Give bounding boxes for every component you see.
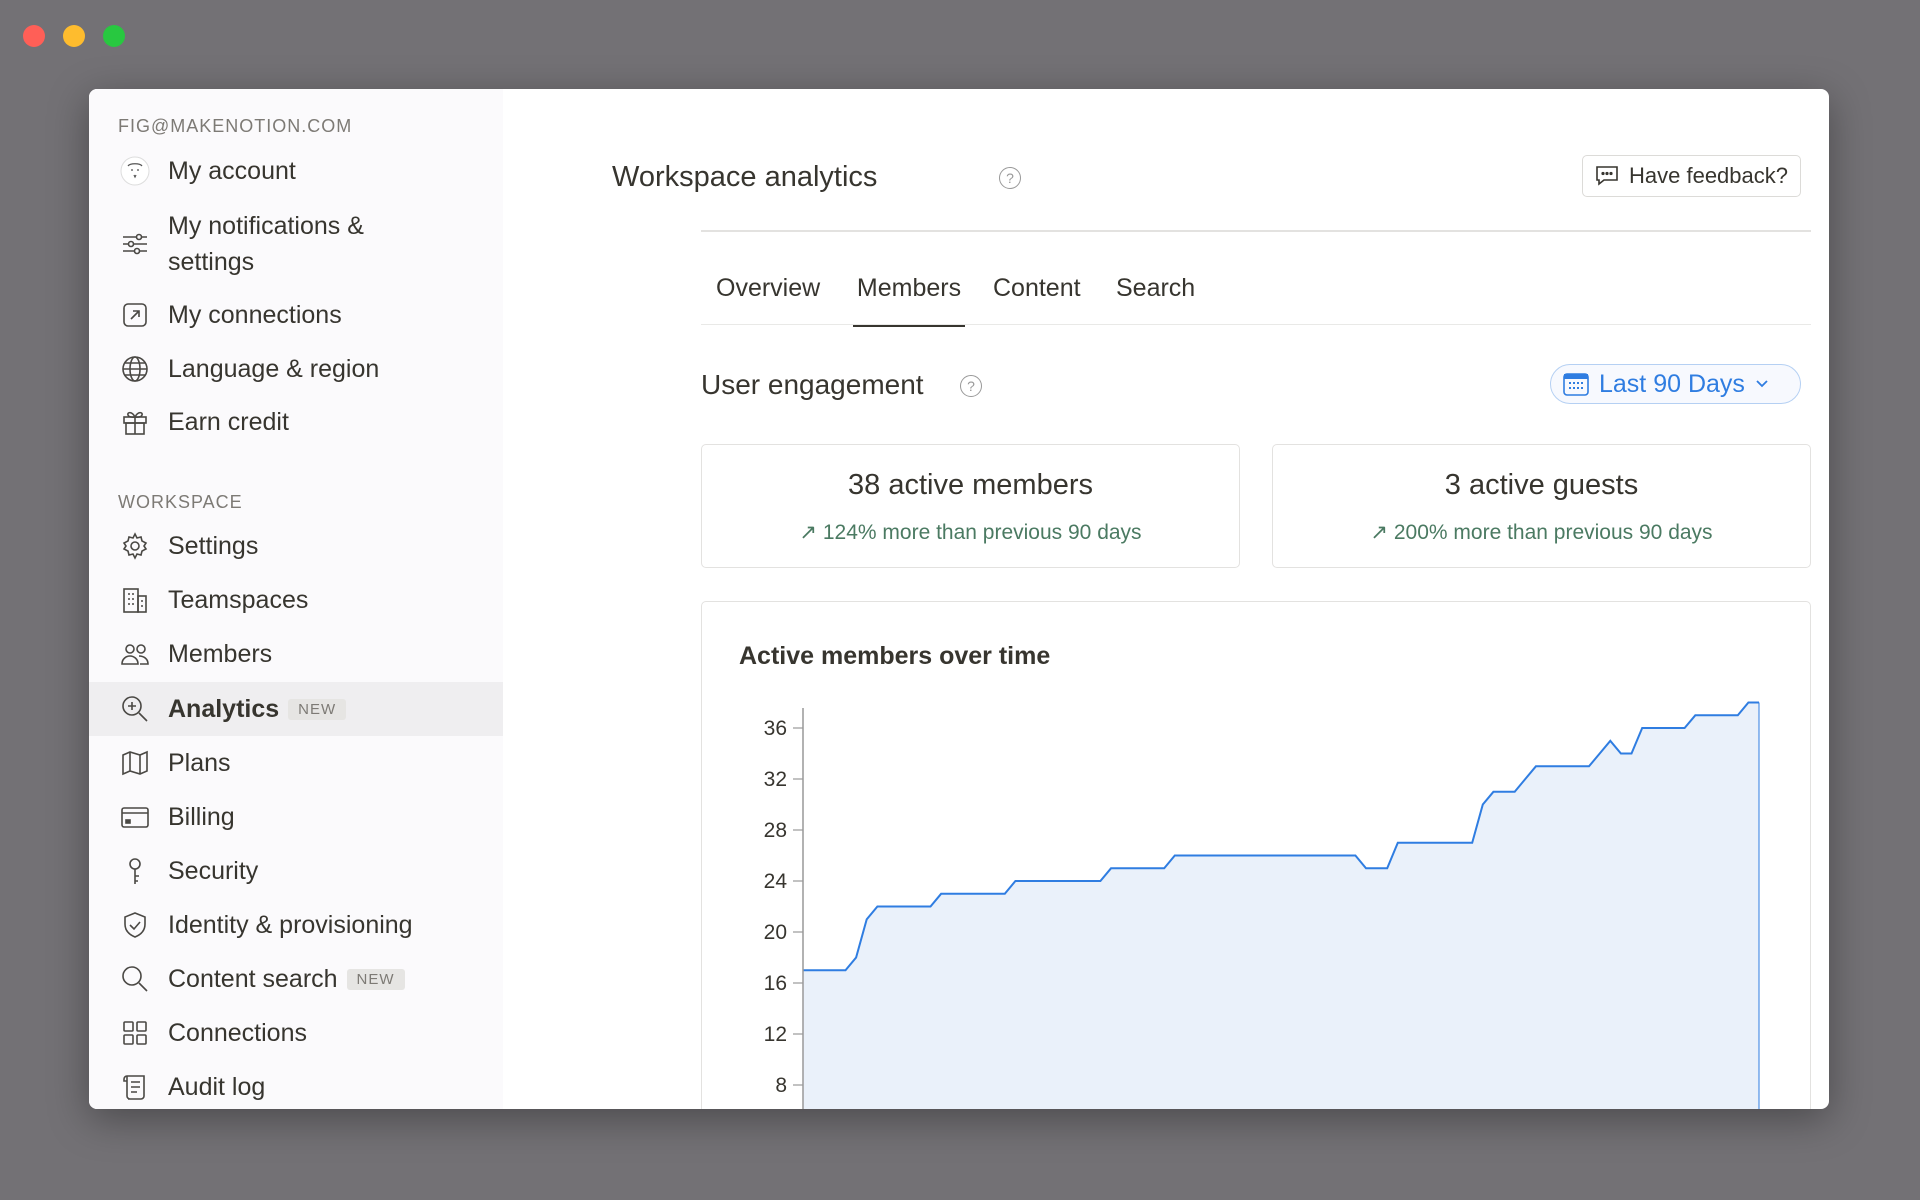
sidebar-item-language-region[interactable]: Language & region <box>89 342 503 396</box>
feedback-button[interactable]: Have feedback? <box>1582 155 1801 197</box>
workspace-heading: WORKSPACE <box>118 492 243 512</box>
help-icon[interactable]: ? <box>960 375 982 397</box>
arrow-up-right-icon: ↗ <box>799 521 823 544</box>
credit-card-icon <box>118 800 152 834</box>
chevron-down-icon <box>1756 380 1768 388</box>
page-title: Workspace analytics <box>612 161 878 193</box>
sidebar-item-billing[interactable]: Billing <box>89 790 503 844</box>
sidebar-item-teamspaces[interactable]: Teamspaces <box>89 573 503 627</box>
sidebar-item-label: Billing <box>168 802 235 831</box>
sidebar-item-identity-provisioning[interactable]: Identity & provisioning <box>89 898 503 952</box>
chart-card: Active members over time 8 12 16 20 24 28 32 36 <box>701 601 1811 1109</box>
sidebar-item-my-notifications-settings[interactable]: My notifications & settings <box>89 204 503 284</box>
scroll-icon <box>118 1070 152 1104</box>
tab-search[interactable]: Search <box>1116 274 1196 302</box>
sidebar: FIG@MAKENOTION.COM My account My notifica… <box>89 89 503 1109</box>
tab-bar-border <box>701 324 1811 325</box>
y-tick-label: 32 <box>764 768 787 791</box>
sidebar-item-analytics[interactable]: Analytics NEW <box>89 682 503 736</box>
key-icon <box>118 854 152 888</box>
map-icon <box>118 746 152 780</box>
sidebar-item-label: Teamspaces <box>168 585 309 614</box>
date-range-dropdown[interactable]: Last 90 Days <box>1550 364 1801 404</box>
sidebar-item-label: My account <box>168 156 296 185</box>
grid-icon <box>118 1016 152 1050</box>
sidebar-item-label: Content search <box>168 964 338 993</box>
y-tick-label: 8 <box>775 1074 787 1097</box>
sidebar-item-label: Language & region <box>168 354 380 383</box>
new-badge: NEW <box>346 968 405 990</box>
gear-icon <box>118 529 152 563</box>
y-tick-label: 20 <box>764 921 787 944</box>
y-tick-label: 28 <box>764 819 787 842</box>
active-members-chart: 8 12 16 20 24 28 32 36 <box>764 701 1760 1109</box>
sidebar-item-content-search[interactable]: Content search NEW <box>89 952 503 1006</box>
tab-content[interactable]: Content <box>993 274 1081 302</box>
y-tick-label: 12 <box>764 1023 787 1046</box>
shield-icon <box>118 908 152 942</box>
sidebar-item-security[interactable]: Security <box>89 844 503 898</box>
active-guests-card: 3 active guests ↗ 200% more than previou… <box>1272 444 1811 568</box>
chat-icon <box>1596 166 1618 186</box>
sidebar-item-label: Connections <box>168 1018 307 1047</box>
gift-icon <box>118 405 152 439</box>
sidebar-item-my-connections[interactable]: My connections <box>89 288 503 342</box>
avatar <box>118 154 152 188</box>
sidebar-item-label: Security <box>168 856 259 885</box>
sidebar-item-members[interactable]: Members <box>89 627 503 681</box>
y-tick-label: 24 <box>764 870 788 893</box>
account-email: FIG@MAKENOTION.COM <box>118 116 353 136</box>
sidebar-item-label: Analytics <box>168 694 280 723</box>
new-badge: NEW <box>288 698 347 720</box>
series-line <box>803 701 1759 972</box>
sidebar-item-label: Audit log <box>168 1072 266 1101</box>
area-fill <box>803 702 1759 1109</box>
building-icon <box>118 583 152 617</box>
sidebar-item-settings[interactable]: Settings <box>89 519 503 573</box>
sliders-icon <box>118 227 152 261</box>
sidebar-item-label: Members <box>168 639 273 668</box>
arrow-up-right-icon: ↗ <box>1370 521 1394 544</box>
sidebar-item-label: Settings <box>168 531 259 560</box>
card-delta: 200% more than previous 90 days <box>1393 521 1713 544</box>
card-title: 38 active members <box>848 469 1093 501</box>
window-close-button[interactable] <box>23 25 45 47</box>
chart-title: Active members over time <box>739 642 1051 670</box>
sidebar-item-label: Plans <box>168 748 231 777</box>
sidebar-item-audit-log[interactable]: Audit log <box>89 1060 503 1109</box>
sidebar-item-label: My notifications & settings <box>168 212 364 276</box>
search-icon <box>118 962 152 996</box>
calendar-icon <box>1563 373 1589 396</box>
date-range-label: Last 90 Days <box>1599 369 1745 398</box>
sidebar-item-my-account[interactable]: My account <box>89 144 503 198</box>
sidebar-item-label: My connections <box>168 300 342 329</box>
help-icon[interactable]: ? <box>999 167 1021 189</box>
card-title: 3 active guests <box>1444 469 1639 501</box>
y-tick-label: 16 <box>764 972 787 995</box>
feedback-label: Have feedback? <box>1629 163 1788 188</box>
active-members-card: 38 active members ↗ 124% more than previ… <box>701 444 1240 568</box>
sidebar-item-connections[interactable]: Connections <box>89 1006 503 1060</box>
divider <box>701 230 1811 232</box>
people-icon <box>118 637 152 671</box>
window-minimize-button[interactable] <box>63 25 85 47</box>
tab-overview[interactable]: Overview <box>716 274 821 302</box>
sidebar-item-label: Identity & provisioning <box>168 910 413 939</box>
sidebar-item-label: Earn credit <box>168 407 289 436</box>
sidebar-item-earn-credit[interactable]: Earn credit <box>89 395 503 449</box>
y-tick-label: 36 <box>764 717 787 740</box>
card-delta: 124% more than previous 90 days <box>822 521 1142 544</box>
globe-icon <box>118 352 152 386</box>
zoom-search-icon <box>118 692 152 726</box>
arrow-box-icon <box>118 298 152 332</box>
tab-members[interactable]: Members <box>853 274 965 327</box>
section-title: User engagement <box>701 369 924 400</box>
main-content: Workspace analytics ? Have feedback? Ove… <box>503 89 1829 1109</box>
window-zoom-button[interactable] <box>103 25 125 47</box>
settings-window: FIG@MAKENOTION.COM My account My notifica… <box>89 89 1829 1109</box>
sidebar-item-plans[interactable]: Plans <box>89 736 503 790</box>
